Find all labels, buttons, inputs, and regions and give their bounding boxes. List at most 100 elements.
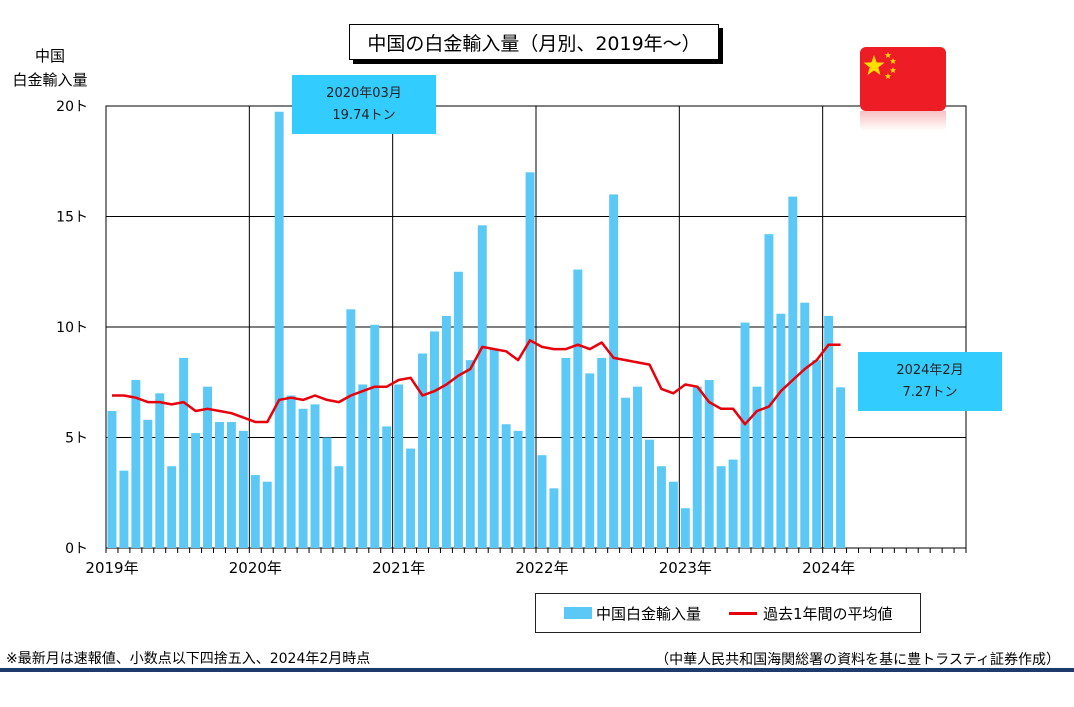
bar [310, 404, 320, 548]
bar [418, 353, 427, 548]
y-axis-title: 中国 白金輸入量 [10, 44, 90, 92]
bar [549, 488, 559, 548]
bar [633, 386, 642, 548]
callout-latest: 2024年2月 7.27トン [858, 352, 1002, 411]
legend-line-label: 過去1年間の平均値 [763, 604, 893, 623]
y-tick-label: 20ト [56, 99, 88, 115]
bar [406, 448, 416, 548]
flag-reflection [860, 111, 946, 131]
bar [716, 466, 726, 548]
bar [680, 508, 690, 548]
chart-title: 中国の白金輸入量（月別、2019年〜） [349, 24, 719, 60]
bar [776, 313, 786, 548]
bar [131, 380, 141, 548]
bar [286, 395, 296, 548]
bar [238, 430, 248, 548]
legend-bar-swatch [564, 607, 592, 619]
bar [346, 309, 356, 548]
bar [824, 315, 834, 548]
callout-latest-date: 2024年2月 [896, 362, 964, 378]
bar [621, 397, 631, 548]
bar [358, 384, 368, 548]
bar [191, 433, 201, 548]
footnote: ※最新月は速報値、小数点以下四捨五入、2024年2月時点 [6, 651, 371, 667]
bar [537, 455, 547, 548]
y-tick-label: 0ト [65, 541, 88, 557]
bar [441, 315, 451, 548]
bottom-divider [0, 668, 1074, 672]
china-flag-icon [860, 47, 946, 111]
bar [489, 349, 499, 548]
bar [250, 475, 260, 548]
bar [764, 234, 774, 548]
callout-latest-value: 7.27トン [902, 384, 958, 400]
bar [561, 357, 571, 548]
legend-bar-label: 中国白金輸入量 [596, 604, 702, 623]
bar [167, 466, 177, 548]
bar [453, 271, 463, 548]
bar [585, 373, 595, 548]
x-tick-label: 2022年 [515, 559, 568, 577]
bar [836, 387, 846, 548]
bar [477, 225, 487, 548]
x-tick-label: 2019年 [85, 559, 138, 577]
bar [597, 357, 607, 548]
axis-ticks [105, 548, 967, 553]
bar [525, 172, 535, 549]
bar [668, 481, 678, 548]
bar [740, 322, 750, 548]
legend-item-line: 過去1年間の平均値 [729, 603, 893, 624]
bar [645, 439, 654, 548]
bar [609, 194, 619, 548]
bar [274, 111, 284, 548]
y-axis-labels: 0ト 5ト 10ト 15ト 20ト [56, 99, 88, 557]
bar [119, 470, 129, 548]
average-line-series [112, 339, 841, 426]
x-axis-labels: 2019年 2020年 2021年 2022年 2023年 2024年 [85, 559, 855, 577]
bar [226, 422, 236, 548]
y-axis-title-line1: 中国 [34, 47, 65, 65]
bar [788, 196, 798, 549]
bar [203, 386, 212, 548]
bar-series [107, 111, 846, 549]
bar [430, 331, 439, 548]
callout-peak-date: 2020年03月 [326, 85, 402, 101]
bar [334, 466, 344, 548]
x-tick-label: 2023年 [659, 559, 712, 577]
bar [179, 357, 189, 548]
bar [704, 380, 714, 548]
y-axis-title-line2: 白金輸入量 [12, 71, 88, 89]
bar [155, 393, 165, 548]
bar [573, 269, 583, 548]
legend-item-bar: 中国白金輸入量 [564, 603, 701, 624]
x-tick-label: 2020年 [229, 559, 282, 577]
legend-line-swatch [729, 611, 758, 615]
bar [322, 437, 332, 548]
bar [382, 426, 392, 548]
bar [800, 302, 810, 548]
source-note: （中華人民共和国海関総署の資料を基に豊トラスティ証券作成） [655, 652, 1060, 668]
bar [394, 384, 404, 548]
x-tick-label: 2021年 [372, 559, 425, 577]
bar [812, 360, 822, 548]
bar [465, 360, 475, 548]
bar [728, 459, 738, 548]
bar [501, 424, 511, 548]
callout-peak: 2020年03月 19.74トン [292, 75, 436, 134]
bar [107, 410, 117, 548]
callout-peak-value: 19.74トン [332, 107, 396, 123]
legend: 中国白金輸入量 過去1年間の平均値 [535, 593, 921, 633]
plot-area [105, 105, 967, 549]
bar [143, 419, 153, 548]
y-tick-label: 15ト [56, 210, 88, 226]
bar [656, 466, 666, 548]
average-line [112, 339, 841, 426]
bar [298, 408, 308, 548]
bar [513, 430, 523, 548]
bar [752, 386, 762, 548]
bar [215, 422, 224, 548]
y-tick-label: 10ト [56, 320, 88, 336]
bar [370, 324, 380, 548]
bar [262, 481, 272, 548]
